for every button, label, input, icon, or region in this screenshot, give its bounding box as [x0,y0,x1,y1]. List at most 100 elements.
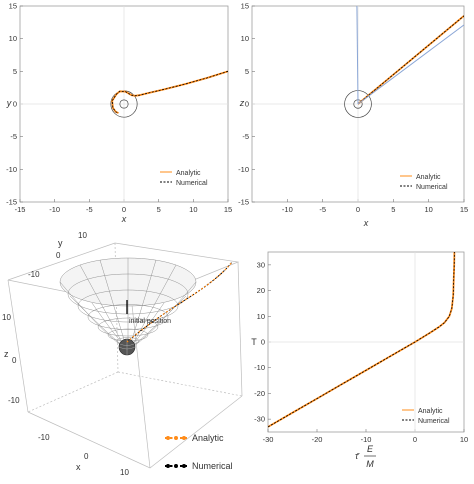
xy-trajectory-panel: -15 -10 -5 0 5 10 15 -15 -10 -5 0 5 10 15 x y Analyti… [6,2,232,225]
y-tick-label: 10 [257,312,265,321]
black-hole-sphere [118,338,136,356]
x-tick-label: -20 [312,435,323,444]
x-tick-label: -10 [282,205,293,214]
x-tick-label: -5 [319,205,326,214]
numerical-series-line [268,252,455,428]
x-tick-label: 0 [122,205,126,214]
y-tick-label: 5 [13,67,17,76]
y-tick-label: 0 [261,338,265,347]
y-tick-label: 15 [9,2,17,11]
xz-series [356,6,464,105]
x-tick-label: 15 [460,205,468,214]
3d-trajectory-panel: initial position y 10 0 -10 z 10 0 -10 -… [2,231,243,477]
x-tick-label: 10 [189,205,197,214]
3d-ytick: 10 [78,231,87,240]
x-tick-label: 5 [157,205,161,214]
3d-ytick: 0 [56,251,61,260]
y-tick-label: -10 [6,165,17,174]
3d-trajectory-numerical [126,261,233,343]
legend-analytic-dot [166,436,170,440]
time-series [268,252,456,428]
numerical-series-line [357,15,464,105]
x-tick-label: -10 [361,435,372,444]
x-tick-label: -30 [263,435,274,444]
3d-xlabel: x [76,462,81,472]
x-tick-label: 5 [391,205,395,214]
xz-xlabel: x [363,218,369,228]
legend-analytic-label: Analytic [192,433,224,443]
y-tick-label: -10 [238,165,249,174]
y-tick-label: -10 [254,363,265,372]
3d-xtick: 0 [84,452,89,461]
xy-ticks: -15 -10 -5 0 5 10 15 -15 -10 -5 0 5 10 15 [6,2,232,215]
legend-analytic-label: Analytic [416,174,441,181]
legend-analytic-label: Analytic [176,170,201,177]
time-ticks: -30 -20 -10 0 10 -30 -20 -10 0 10 20 30 [254,260,468,444]
y-tick-label: -15 [238,198,249,207]
legend-numerical-label: Numerical [176,180,208,187]
3d-ylabel: y [58,238,63,248]
x-tick-label: -5 [86,205,93,214]
legend-numerical-dot [166,464,170,468]
funnel-surface [59,257,197,347]
time-xlabel: τ̄ E M [355,444,376,469]
y-tick-label: 10 [9,34,17,43]
projection-line [357,24,464,105]
y-tick-label: -30 [254,415,265,424]
legend-numerical-label: Numerical [192,461,233,471]
xz-legend: Analytic Numerical [400,174,448,191]
time-ylabel: T [251,337,257,347]
y-tick-label: 0 [13,100,17,109]
3d-xtick: 10 [120,468,129,477]
legend-numerical-label: Numerical [416,184,448,191]
y-tick-label: 0 [245,100,249,109]
3d-ztick: 10 [2,313,11,322]
y-tick-label: 15 [241,2,249,11]
y-tick-label: -5 [242,132,249,141]
y-tick-label: -15 [6,198,17,207]
x-tick-label: 0 [413,435,417,444]
mass-symbol: M [366,459,374,469]
xy-legend: Analytic Numerical [160,170,208,187]
xy-xlabel: x [121,214,127,224]
legend-analytic-label: Analytic [418,408,443,415]
xy-series [111,70,228,114]
initial-position-label: initial position [129,318,171,325]
y-tick-label: -5 [10,132,17,141]
y-tick-label: 5 [245,67,249,76]
legend-analytic-dot [174,436,178,440]
x-tick-label: 10 [460,435,468,444]
tau-bar-symbol: τ̄ [355,451,360,461]
legend-numerical-dot [182,464,186,468]
horizon-circle [119,99,129,109]
xz-trajectory-panel: -10 -5 0 5 10 15 -15 -10 -5 0 5 10 15 x z Analytic N… [238,2,468,229]
xy-zero-lines [20,6,228,202]
3d-ztick: 0 [12,356,17,365]
time-legend: Analytic Numerical [402,408,450,425]
time-panel: -30 -20 -10 0 10 -30 -20 -10 0 10 20 30 T τ̄ E M An… [251,251,468,469]
xy-ylabel: y [6,98,12,108]
legend-numerical-dot [174,464,178,468]
legend-numerical-label: Numerical [418,418,450,425]
3d-zlabel: z [4,349,9,359]
3d-ztick: -10 [8,396,20,405]
projection-line [356,6,359,105]
xz-ylabel: z [239,98,245,108]
x-tick-label: -10 [49,205,60,214]
3d-ytick: -10 [28,270,40,279]
energy-symbol: E [367,444,374,454]
y-tick-label: 20 [257,286,265,295]
x-tick-label: -15 [15,205,26,214]
y-tick-label: 10 [241,34,249,43]
3d-xtick: -10 [38,433,50,442]
numerical-series-line [111,70,228,114]
x-tick-label: 10 [424,205,432,214]
legend-analytic-dot [182,436,186,440]
x-tick-label: 15 [224,205,232,214]
3d-box [7,242,243,469]
y-tick-label: -20 [254,389,265,398]
y-tick-label: 30 [257,260,265,269]
x-tick-label: 0 [356,205,360,214]
3d-legend: Analytic Numerical [165,433,233,471]
